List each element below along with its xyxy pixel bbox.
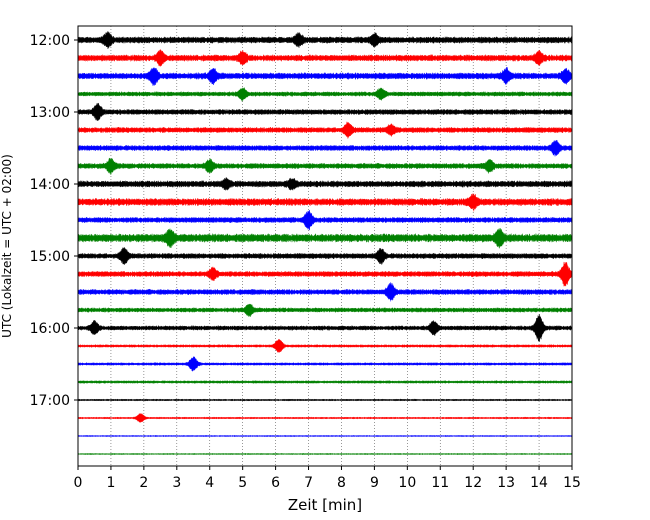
y-axis-label: UTC (Lokalzeit = UTC + 02:00) (0, 154, 14, 338)
seismic-trace (77, 435, 573, 437)
x-tick-label: 3 (172, 475, 181, 491)
x-tick-label: 9 (370, 475, 379, 491)
x-tick-label: 12 (464, 475, 482, 491)
x-tick-label: 11 (431, 475, 449, 491)
y-tick-label: 14:00 (30, 177, 70, 193)
y-axis-ticks: 12:00 13:00 14:00 15:00 16:00 17:00 (30, 33, 78, 409)
x-tick-label: 1 (106, 475, 115, 491)
x-tick-label: 13 (497, 475, 515, 491)
seismic-trace (77, 452, 573, 456)
x-axis-ticks: 0 1 2 3 4 5 6 7 8 9 10 11 12 13 14 15 (74, 466, 581, 491)
y-tick-label: 16:00 (30, 321, 70, 337)
y-tick-label: 15:00 (30, 249, 70, 265)
x-tick-label: 0 (74, 475, 83, 491)
y-tick-label: 12:00 (30, 33, 70, 49)
x-tick-label: 5 (238, 475, 247, 491)
x-tick-label: 2 (139, 475, 148, 491)
x-axis-label: Zeit [min] (288, 496, 362, 514)
seismic-trace (77, 398, 573, 402)
y-tick-label: 13:00 (30, 105, 70, 121)
seismic-trace (77, 380, 573, 385)
x-tick-label: 6 (271, 475, 280, 491)
vertical-gridlines (110, 26, 540, 466)
y-tick-label: 17:00 (30, 393, 70, 409)
plot-frame (77, 25, 573, 467)
x-tick-label: 4 (205, 475, 214, 491)
x-tick-label: 8 (337, 475, 346, 491)
x-tick-label: 14 (530, 475, 548, 491)
x-tick-label: 15 (563, 475, 581, 491)
x-tick-label: 10 (398, 475, 416, 491)
x-tick-label: 7 (304, 475, 313, 491)
